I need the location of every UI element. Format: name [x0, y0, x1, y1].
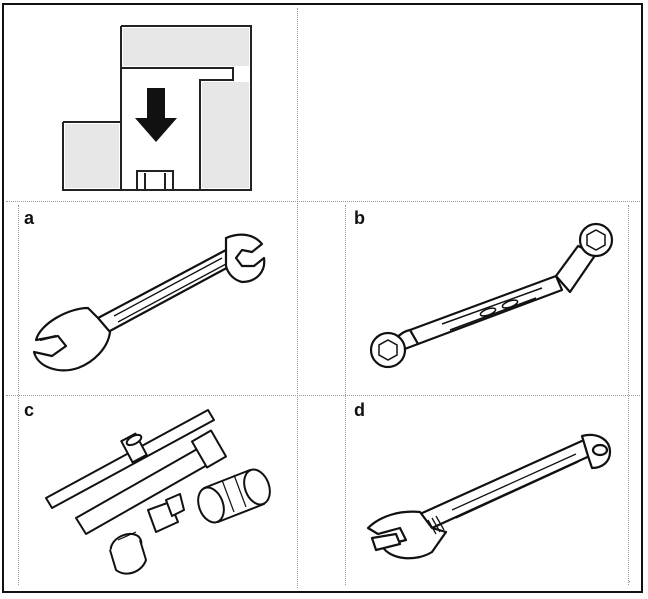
- adjustable-wrench-icon: [366, 433, 612, 560]
- open-end-wrench-icon: [32, 233, 266, 372]
- panel-label-b: b: [354, 208, 365, 228]
- nut-icon: [136, 170, 174, 191]
- column-divider: [297, 8, 298, 588]
- middle-margin-rule: [345, 205, 346, 585]
- panel-label-a: a: [24, 208, 35, 228]
- panel-label-d: d: [354, 400, 365, 420]
- row-divider-top: [6, 201, 640, 202]
- down-arrow-icon: [135, 88, 177, 142]
- right-margin-rule: [628, 205, 629, 585]
- page-border: [2, 3, 643, 593]
- socket-wrench-set-icon: [45, 409, 271, 575]
- left-margin-rule: [18, 205, 19, 585]
- corner-mark: ·: [628, 576, 631, 586]
- offset-ring-wrench-icon: [369, 222, 614, 369]
- nut-slot-diagram: [62, 25, 252, 191]
- row-divider-middle: [6, 395, 640, 396]
- panel-label-c: c: [24, 400, 35, 420]
